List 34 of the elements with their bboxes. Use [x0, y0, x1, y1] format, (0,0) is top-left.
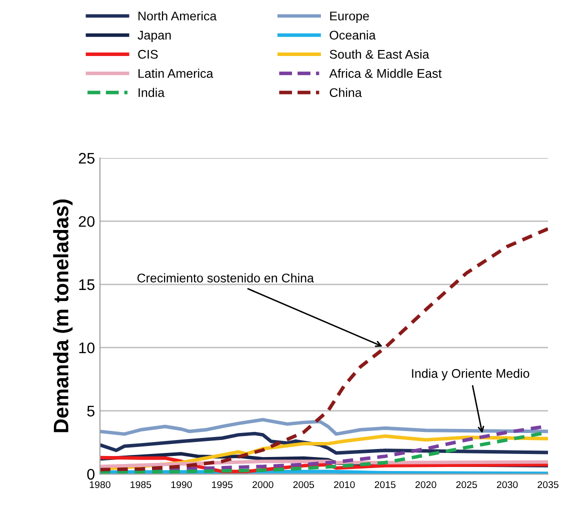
- legend-label: Oceania: [330, 30, 376, 40]
- x-tick-label: 1995: [212, 481, 233, 488]
- x-tick-label: 2025: [456, 481, 477, 488]
- annotation: India y Oriente Medio: [412, 368, 530, 380]
- y-tick-label: 20: [78, 216, 95, 227]
- x-tick-label: 2010: [334, 481, 355, 488]
- x-tick-label: 2015: [374, 481, 396, 488]
- x-tick-label: 2035: [538, 481, 558, 488]
- line-series: [100, 432, 548, 455]
- y-tick-label: 0: [87, 468, 94, 480]
- legend-label: North America: [138, 11, 217, 20]
- x-tick-label: 1985: [130, 481, 152, 488]
- line-series: [100, 227, 548, 472]
- x-tick-label: 1990: [171, 481, 192, 488]
- y-axis-title: Demanda (m toneladas): [53, 200, 73, 432]
- y-tick-label: 5: [87, 406, 94, 416]
- y-tick-label: 15: [79, 279, 94, 290]
- x-tick-label: 1980: [90, 481, 110, 488]
- legend-label: CIS: [138, 50, 158, 59]
- legend-label: India: [138, 88, 165, 98]
- legend-label: South & East Asia: [330, 50, 430, 59]
- y-tick-label: 25: [78, 152, 94, 164]
- y-tick-label: 10: [79, 342, 95, 354]
- legend-label: China: [330, 88, 362, 98]
- x-tick-label: 2005: [293, 481, 314, 488]
- line-series: [100, 418, 548, 436]
- legend-label: Africa & Middle East: [329, 68, 442, 78]
- x-tick-label: 2000: [252, 481, 274, 488]
- legend-label: Latin America: [138, 68, 214, 78]
- x-tick-label: 2020: [415, 481, 436, 488]
- annotation: Crecimiento sostenido en China: [137, 273, 314, 282]
- legend-label: Europe: [330, 12, 369, 23]
- legend-label: Japan: [138, 30, 171, 42]
- x-tick-label: 2030: [496, 481, 518, 488]
